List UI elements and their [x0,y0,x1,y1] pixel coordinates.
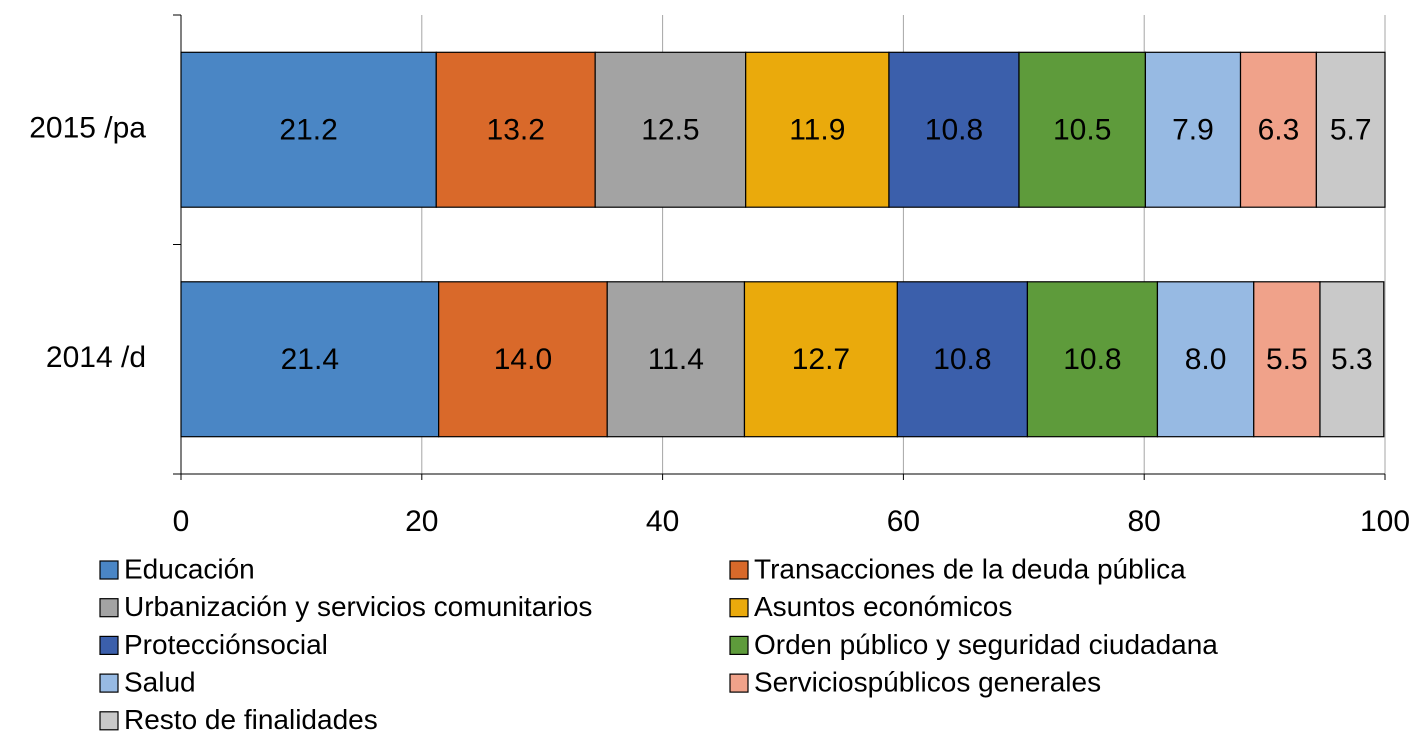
legend-swatch [729,560,749,580]
x-tick-label: 100 [1360,505,1410,538]
legend-label: Salud [124,666,196,697]
legend-label: Transacciones de la deuda pública [754,553,1186,584]
x-tick-label: 20 [405,505,438,538]
data-label: 12.7 [792,343,850,376]
legend-swatch [729,673,749,693]
legend-swatch [99,711,119,731]
bar-segment [1253,281,1321,438]
bar-segment [1026,281,1159,438]
data-label: 21.4 [281,343,339,376]
data-label: 13.2 [487,114,545,147]
y-tick-label: 2015 /pa [29,112,146,145]
data-label: 5.7 [1330,114,1372,147]
legend-swatch [99,635,119,656]
bar-segment [435,51,596,208]
data-label: 10.8 [925,114,983,147]
bar-segment [594,51,747,208]
legend-label: Orden público y seguridad ciudadana [754,629,1218,660]
data-label: 7.9 [1172,114,1214,147]
legend-swatch [729,598,749,618]
legend-label: Asuntos económicos [754,591,1012,622]
bar-segment [1319,281,1385,438]
legend-label: Serviciospúblicos generales [754,666,1101,697]
bar-segment [180,281,440,438]
bar-segment [745,51,890,208]
legend-label: Protecciónsocial [124,629,328,660]
data-label: 10.5 [1053,114,1111,147]
data-label: 8.0 [1185,343,1227,376]
data-label: 5.3 [1331,343,1373,376]
data-label: 14.0 [494,343,552,376]
legend-label: Resto de finalidades [124,704,378,735]
legend-swatch [99,673,119,693]
bar-segment [1315,51,1386,208]
data-label: 6.3 [1258,114,1300,147]
data-label: 11.4 [648,343,704,376]
bar-segment [743,281,898,438]
legend-swatch [729,635,749,656]
data-label: 12.5 [641,114,699,147]
x-tick-label: 0 [173,505,190,538]
legend-swatch [99,598,119,618]
legend-label: Urbanización y servicios comunitarios [124,591,592,622]
y-tick-label: 2014 /d [46,341,146,374]
data-label: 11.9 [789,114,845,147]
data-label: 21.2 [279,114,337,147]
x-tick-label: 40 [646,505,679,538]
data-label: 5.5 [1266,343,1308,376]
x-tick-label: 60 [887,505,920,538]
bar-segment [438,281,608,438]
legend-swatch [99,560,119,580]
data-label: 10.8 [933,343,991,376]
bar-segment [180,51,437,208]
legend-label: Educación [124,553,255,584]
bar-segment [1144,51,1242,208]
data-label: 10.8 [1063,343,1121,376]
x-tick-label: 80 [1128,505,1161,538]
bar-segment [1018,51,1147,208]
bar-segment [1156,281,1255,438]
bar-segment [1239,51,1317,208]
